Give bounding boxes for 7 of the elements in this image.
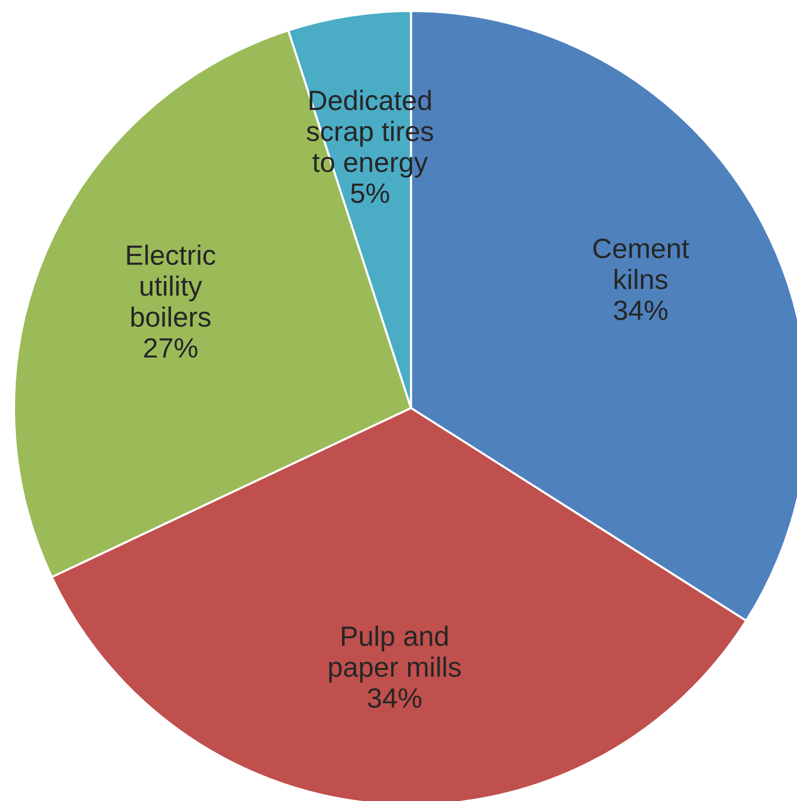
slice-label: Electric utility boilers [127, 244, 216, 327]
data-label: 34% [614, 300, 668, 320]
data-label: 34% [368, 688, 422, 708]
data-label: 5% [351, 184, 390, 204]
slice-label: Cement kilns [593, 238, 690, 290]
slice-label: Pulp and paper mills [329, 626, 461, 682]
data-label: 27% [144, 338, 198, 358]
